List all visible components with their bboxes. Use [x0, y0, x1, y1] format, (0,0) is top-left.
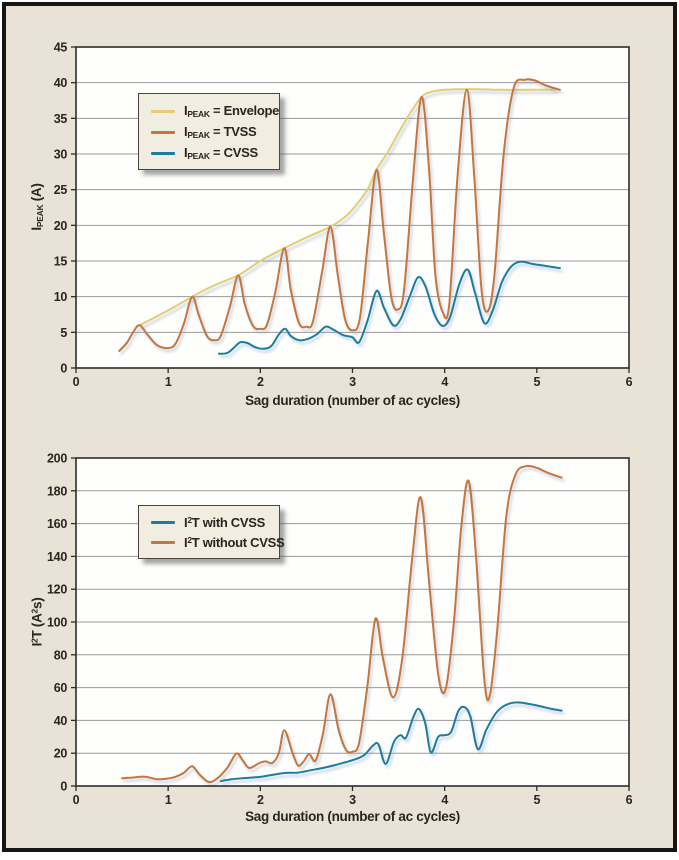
ipeak-x-axis-label: Sag duration (number of ac cycles) — [245, 393, 460, 408]
svg-text:35: 35 — [54, 112, 68, 126]
svg-text:25: 25 — [54, 183, 68, 197]
legend-item-i2t-without-cvss: I2T without CVSS — [151, 535, 285, 550]
ipeak-y-label-unit: (A) — [29, 183, 44, 205]
ipeak-legend: IPEAK = Envelope IPEAK = TVSS IPEAK = CV… — [138, 93, 280, 170]
i2t-y-label-p1: I — [29, 642, 45, 647]
svg-text:200: 200 — [47, 452, 67, 466]
i2t-with-cvss-line-swatch — [151, 521, 175, 524]
svg-text:2: 2 — [257, 375, 264, 389]
svg-text:100: 100 — [47, 616, 67, 630]
svg-text:6: 6 — [626, 375, 633, 389]
legend-item-i2t-with-cvss: I2T with CVSS — [151, 515, 269, 530]
envelope-line-swatch — [151, 109, 175, 113]
svg-text:60: 60 — [54, 681, 68, 695]
svg-text:20: 20 — [54, 219, 68, 233]
svg-text:120: 120 — [47, 583, 67, 597]
i2t-x-axis-label: Sag duration (number of ac cycles) — [245, 809, 460, 824]
i2t-chart-plot: 0 20 40 60 80 100 120 140 160 180 200 0 1 2 3 4 5 6 — [47, 452, 633, 808]
i2t-legend: I2T with CVSS I2T without CVSS — [138, 505, 285, 559]
legend-label-i2t-with-cvss: I2T with CVSS — [184, 515, 266, 530]
svg-text:0: 0 — [73, 375, 80, 389]
svg-text:4: 4 — [441, 793, 448, 807]
ipeak-y-label-sub: PEAK — [35, 204, 45, 228]
legend-item-envelope: IPEAK = Envelope — [151, 103, 279, 119]
i2t-y-label-s2: 2 — [29, 609, 40, 614]
i2t-y-axis-label: I2T (A2s) — [30, 598, 45, 647]
i2t-without-cvss-line-swatch — [151, 541, 175, 544]
legend-label-envelope: IPEAK = Envelope — [184, 103, 280, 119]
svg-text:4: 4 — [441, 375, 448, 389]
svg-text:15: 15 — [54, 255, 68, 269]
svg-text:10: 10 — [54, 290, 68, 304]
i2t-y-label-p2: T (A — [29, 613, 45, 639]
legend-item-cvss: IPEAK = CVSS — [151, 145, 269, 161]
i2t-y-label-p3: s) — [29, 597, 45, 610]
svg-text:6: 6 — [626, 793, 633, 807]
legend-label-i2t-without-cvss: I2T without CVSS — [184, 535, 285, 550]
legend-item-tvss: IPEAK = TVSS — [151, 124, 269, 140]
svg-text:5: 5 — [60, 326, 67, 340]
i2t-y-label-s1: 2 — [29, 638, 40, 643]
svg-text:0: 0 — [60, 780, 67, 794]
svg-text:160: 160 — [47, 517, 67, 531]
svg-text:40: 40 — [54, 714, 68, 728]
svg-text:45: 45 — [54, 41, 68, 55]
ipeak-y-axis-label: IPEAK (A) — [29, 183, 45, 230]
svg-text:2: 2 — [257, 793, 264, 807]
cvss-line-swatch — [151, 151, 175, 155]
legend-label-cvss: IPEAK = CVSS — [184, 145, 258, 161]
svg-text:0: 0 — [73, 793, 80, 807]
svg-text:5: 5 — [534, 375, 541, 389]
svg-text:5: 5 — [534, 793, 541, 807]
svg-text:40: 40 — [54, 76, 68, 90]
svg-text:3: 3 — [349, 375, 356, 389]
legend-label-tvss: IPEAK = TVSS — [184, 124, 257, 140]
svg-text:80: 80 — [54, 648, 68, 662]
svg-text:180: 180 — [47, 484, 67, 498]
ipeak-y-label-base: I — [29, 227, 44, 231]
svg-text:0: 0 — [60, 362, 67, 376]
svg-text:3: 3 — [349, 793, 356, 807]
svg-text:1: 1 — [165, 793, 172, 807]
svg-text:1: 1 — [165, 375, 172, 389]
tvss-line-swatch — [151, 130, 175, 134]
svg-text:140: 140 — [47, 550, 67, 564]
svg-text:30: 30 — [54, 148, 68, 162]
svg-text:20: 20 — [54, 747, 68, 761]
